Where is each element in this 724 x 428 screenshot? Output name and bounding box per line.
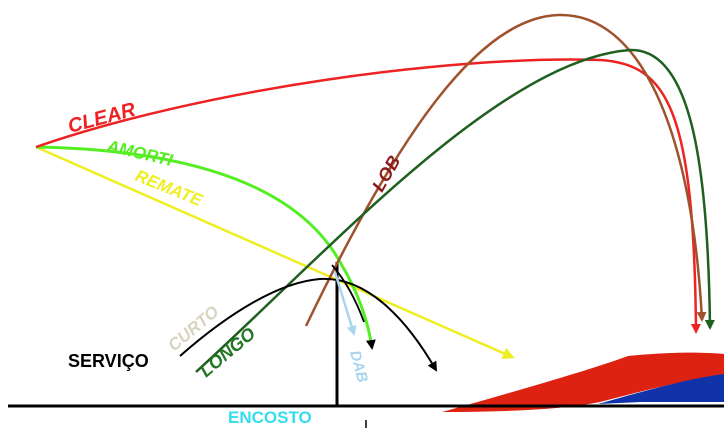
- amorti-label: AMORTI: [104, 136, 176, 170]
- servico-trajectory: [179, 277, 438, 372]
- lob-trajectory: [304, 13, 707, 327]
- longo-trajectory: [195, 48, 715, 373]
- servico-label: SERVIÇO: [68, 351, 149, 371]
- remate-trajectory: [35, 145, 515, 359]
- net-drop-trajectory: [331, 264, 365, 323]
- remate-label: REMATE: [133, 166, 206, 210]
- dab-trajectory: [333, 271, 357, 336]
- amorti-trajectory: [35, 145, 376, 350]
- clear-trajectory: [35, 58, 701, 334]
- dab-label: DAB: [346, 349, 371, 385]
- clear-label: CLEAR: [66, 99, 139, 138]
- badminton-shoe-icon: [442, 352, 724, 412]
- encosto-label: ENCOSTO: [228, 408, 312, 427]
- longo-label: LONGO: [196, 323, 259, 381]
- lob-label: LOB: [368, 152, 404, 195]
